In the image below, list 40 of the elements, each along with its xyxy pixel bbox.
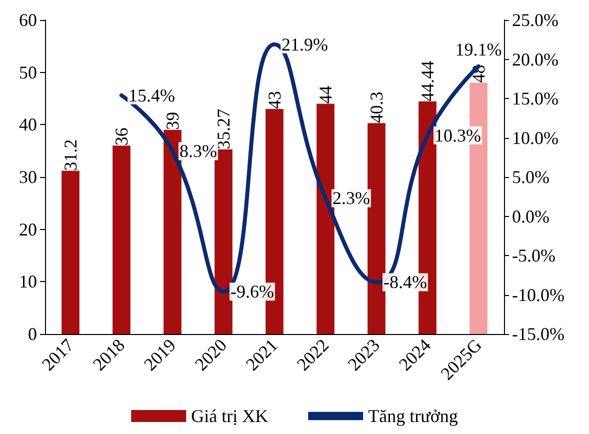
bar	[112, 146, 130, 334]
data-label: 31.2	[60, 139, 80, 171]
y-tick-label: 0	[28, 324, 37, 344]
data-label: 2.3%	[332, 188, 370, 208]
y2-tick-label: 10.0%	[512, 128, 558, 148]
data-label: 36	[112, 128, 132, 146]
data-label: 21.9%	[282, 34, 328, 54]
data-label: 39	[162, 112, 182, 130]
data-label: -8.4%	[384, 272, 427, 292]
data-label: 44	[316, 86, 336, 104]
bar	[368, 123, 386, 334]
data-label: 44.44	[418, 60, 438, 102]
y-tick-label: 30	[19, 167, 37, 187]
data-label: 19.1%	[455, 39, 502, 60]
bar	[62, 170, 80, 334]
bar	[316, 104, 334, 334]
legend-label: Tăng trưởng	[368, 406, 458, 426]
y-tick-label: 50	[19, 62, 37, 82]
data-label: 10.3%	[434, 125, 481, 146]
y2-tick-label: -15.0%	[512, 324, 564, 344]
y-tick-label: 40	[19, 114, 37, 135]
data-label: 15.4%	[128, 85, 175, 106]
x-tick-label: 2021	[242, 334, 282, 375]
y-tick-label: 10	[19, 272, 37, 292]
data-label: 40.3	[366, 92, 386, 124]
y2-tick-label: 0.0%	[512, 206, 550, 226]
y2-tick-label: 25.0%	[512, 10, 558, 30]
y-tick-label: 20	[19, 219, 37, 240]
y2-tick-label: -10.0%	[512, 284, 564, 305]
y2-tick-label: -5.0%	[512, 246, 556, 266]
bar	[164, 130, 182, 334]
data-label: -9.6%	[230, 282, 274, 302]
legend-label: Giá trị XK	[191, 406, 268, 426]
bar	[214, 149, 232, 334]
data-label: 43	[264, 90, 284, 109]
y2-tick-label: 5.0%	[512, 167, 550, 187]
data-label: 8.3%	[180, 141, 217, 162]
y2-tick-label: 20.0%	[512, 49, 558, 70]
y-tick-label: 60	[19, 10, 37, 30]
y2-tick-label: 15.0%	[512, 88, 558, 108]
